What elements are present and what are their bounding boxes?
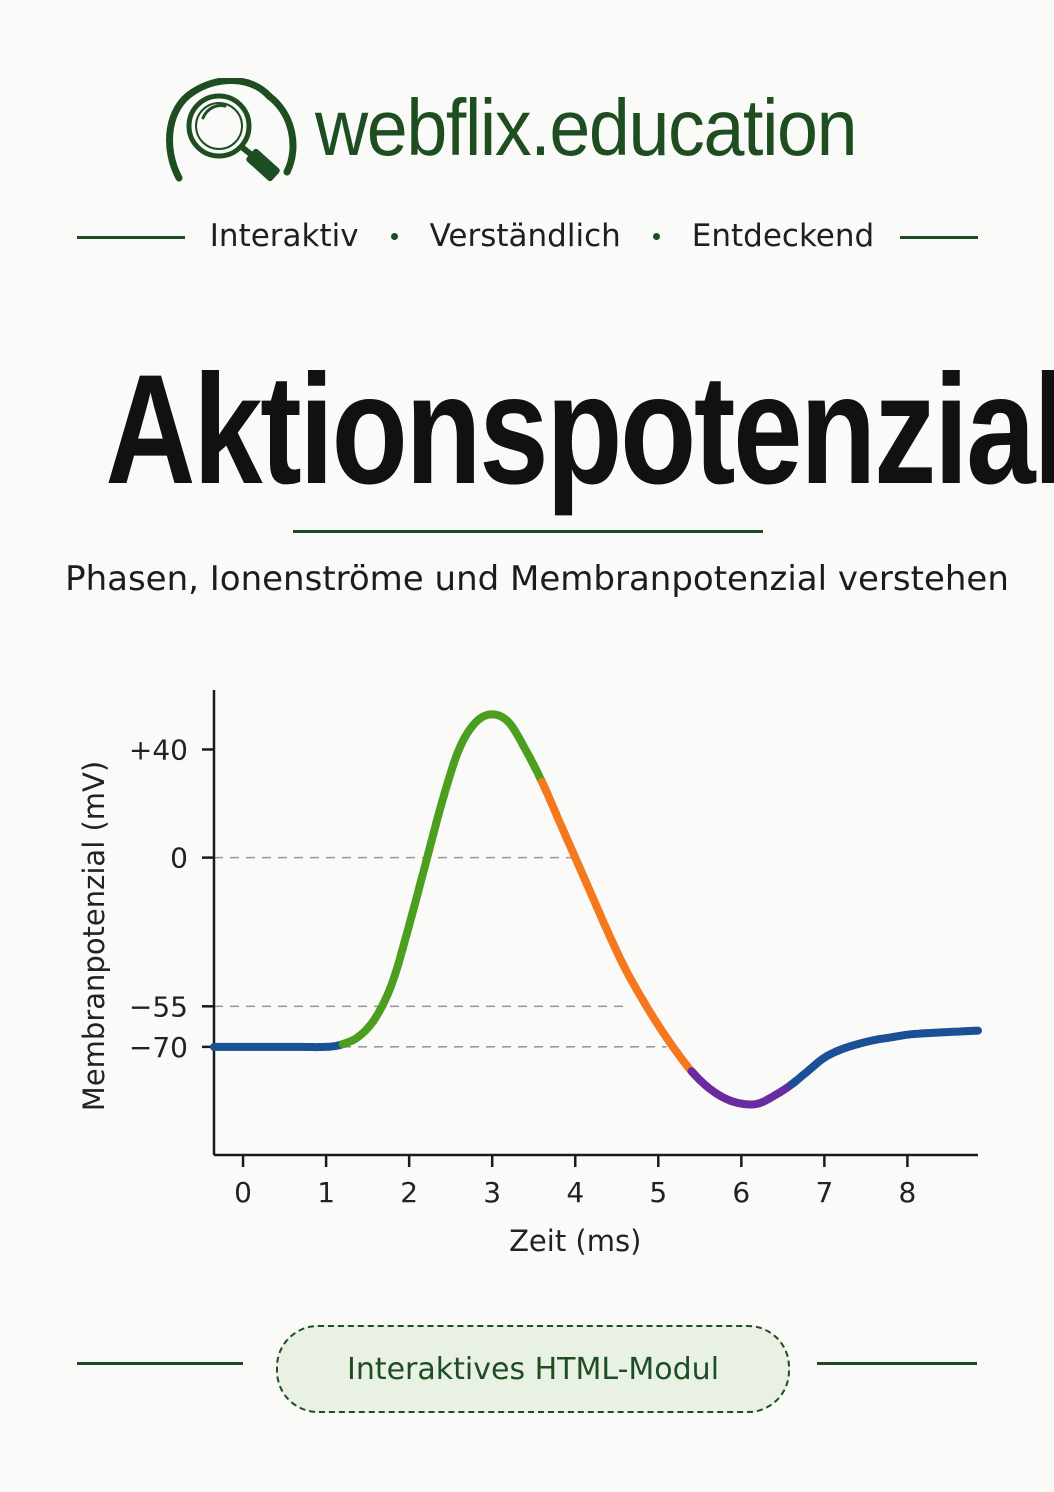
brand-logo: webflix.education (165, 78, 905, 188)
y-tick-label: −55 (129, 990, 188, 1023)
footer-line-left (77, 1362, 243, 1365)
page-title: Aktionspotenzial (105, 343, 1054, 517)
y-tick-label: −70 (129, 1031, 188, 1064)
tag-line-left (77, 236, 185, 239)
bullet-dot-icon (390, 232, 398, 240)
x-tick-label: 4 (566, 1176, 584, 1209)
potential-curve-segment (338, 710, 551, 1049)
tag-verstaendlich: Verständlich (429, 218, 621, 254)
feature-tags: Interaktiv Verständlich Entdeckend (190, 214, 894, 258)
x-tick-label: 1 (317, 1176, 335, 1209)
x-axis-label: Zeit (ms) (509, 1224, 641, 1258)
x-tick-label: 5 (649, 1176, 667, 1209)
x-tick-label: 8 (898, 1176, 916, 1209)
tag-interaktiv: Interaktiv (209, 218, 359, 254)
x-tick-label: 0 (234, 1176, 252, 1209)
footer-line-right (817, 1362, 977, 1365)
y-tick-label: +40 (129, 733, 188, 766)
magnifier-logo-icon (166, 78, 297, 182)
potential-curve-segment (210, 1038, 352, 1052)
brand-name: webflix.education (315, 83, 858, 172)
x-tick-label: 2 (400, 1176, 418, 1209)
x-tick-label: 3 (483, 1176, 501, 1209)
title-underline (293, 530, 763, 533)
page-subtitle: Phasen, Ionenströme und Membranpotenzial… (65, 559, 1009, 599)
tag-line-right (900, 236, 978, 239)
tag-entdeckend: Entdeckend (691, 218, 875, 254)
potential-curve-segment (687, 1067, 800, 1109)
bullet-dot-icon (652, 232, 660, 240)
y-axis-label: Membranpotenzial (mV) (77, 761, 111, 1111)
x-tick-label: 6 (732, 1176, 750, 1209)
x-tick-label: 7 (815, 1176, 833, 1209)
y-tick-label: 0 (170, 842, 188, 875)
potential-curve-segment (787, 1026, 982, 1089)
potential-curve-segment (538, 777, 701, 1081)
module-badge: Interaktives HTML-Modul (276, 1325, 790, 1413)
